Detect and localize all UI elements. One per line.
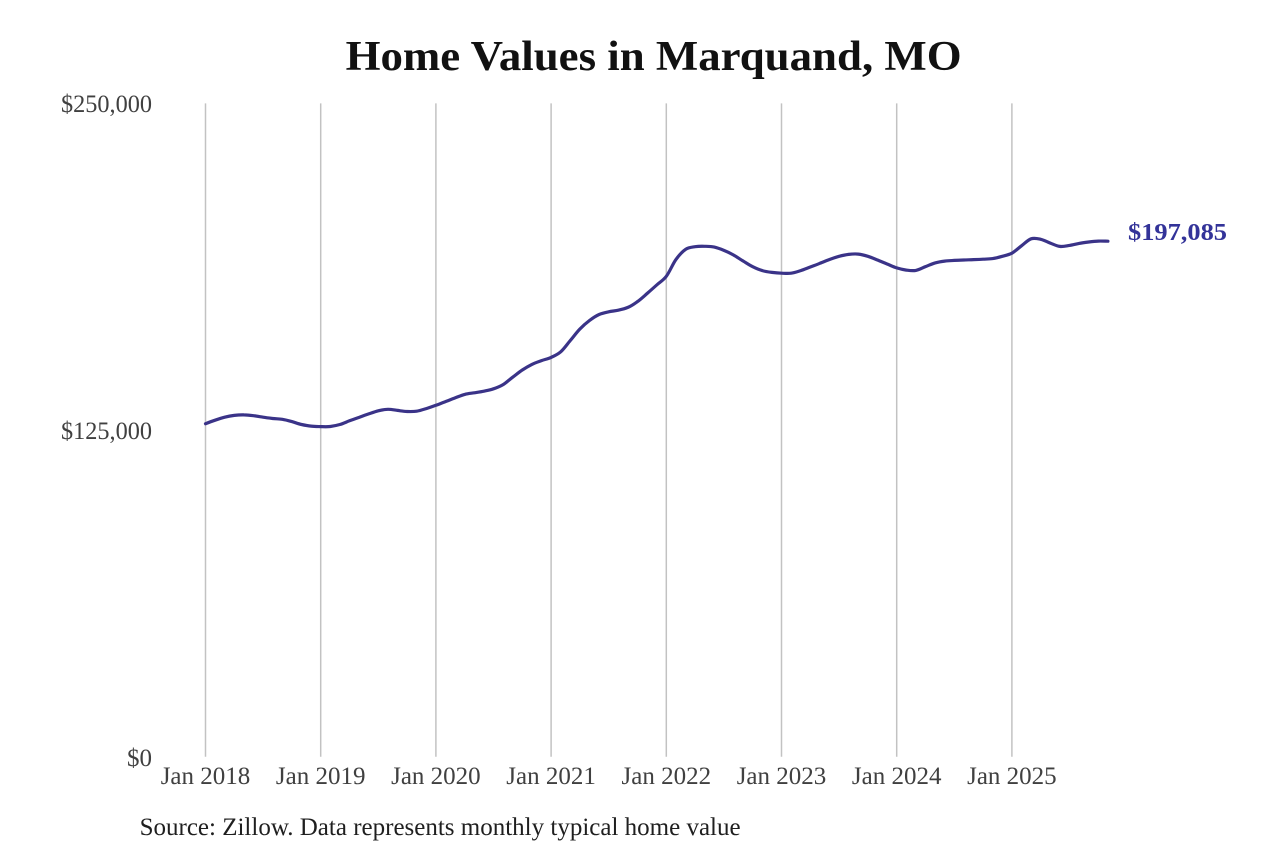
svg-text:$0: $0 <box>127 745 152 772</box>
svg-text:Jan 2023: Jan 2023 <box>737 763 827 790</box>
svg-text:Jan 2025: Jan 2025 <box>967 763 1057 790</box>
svg-text:$197,085: $197,085 <box>1128 220 1227 246</box>
svg-text:Jan 2022: Jan 2022 <box>622 763 712 790</box>
svg-text:Jan 2024: Jan 2024 <box>852 763 942 790</box>
svg-text:Jan 2021: Jan 2021 <box>506 763 596 790</box>
svg-text:$125,000: $125,000 <box>61 418 152 445</box>
svg-text:Jan 2019: Jan 2019 <box>276 763 366 790</box>
svg-text:Source: Zillow. Data represent: Source: Zillow. Data represents monthly … <box>140 814 741 841</box>
svg-text:Jan 2018: Jan 2018 <box>161 763 251 790</box>
svg-text:Jan 2020: Jan 2020 <box>391 763 481 790</box>
svg-text:Home Values in Marquand, MO: Home Values in Marquand, MO <box>346 34 962 80</box>
svg-text:$250,000: $250,000 <box>61 91 152 118</box>
